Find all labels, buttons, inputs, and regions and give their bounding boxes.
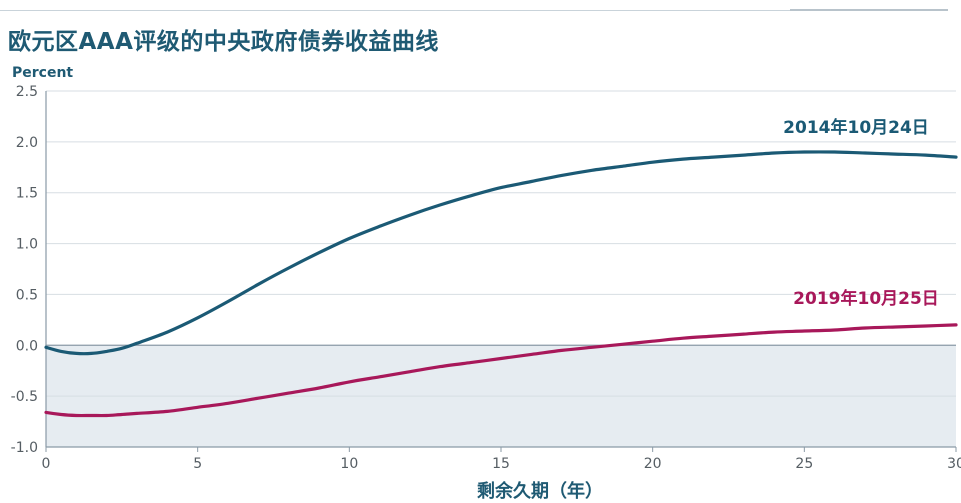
series-label-2: 2019年10月25日	[793, 288, 939, 309]
x-tick-label: 15	[492, 456, 510, 472]
series-line-1	[44, 150, 958, 356]
y-tick-label: 0.5	[16, 287, 38, 303]
y-tick-label: -1.0	[11, 440, 38, 456]
y-tick-label: 0.0	[16, 338, 38, 354]
top-rule-accent	[790, 9, 948, 11]
chart-title: 欧元区AAA评级的中央政府债券收益曲线	[8, 29, 439, 55]
y-tick-label: -0.5	[11, 389, 38, 405]
series-label-1: 2014年10月24日	[783, 117, 929, 138]
y-tick-label: 2.5	[16, 84, 38, 100]
x-tick-label: 25	[795, 456, 813, 472]
x-tick-label: 30	[947, 456, 961, 472]
y-tick-label: 2.0	[16, 135, 38, 151]
x-tick-label: 5	[193, 456, 202, 472]
y-tick-label: 1.5	[16, 186, 38, 202]
top-rule	[0, 10, 948, 11]
y-axis-title: Percent	[12, 65, 73, 81]
x-tick-label: 20	[644, 456, 662, 472]
x-axis-title: 剩余久期（年）	[477, 480, 603, 502]
x-tick-label: 10	[340, 456, 358, 472]
y-tick-label: 1.0	[16, 237, 38, 253]
series-line-2	[44, 323, 958, 418]
x-tick-label: 0	[42, 456, 51, 472]
